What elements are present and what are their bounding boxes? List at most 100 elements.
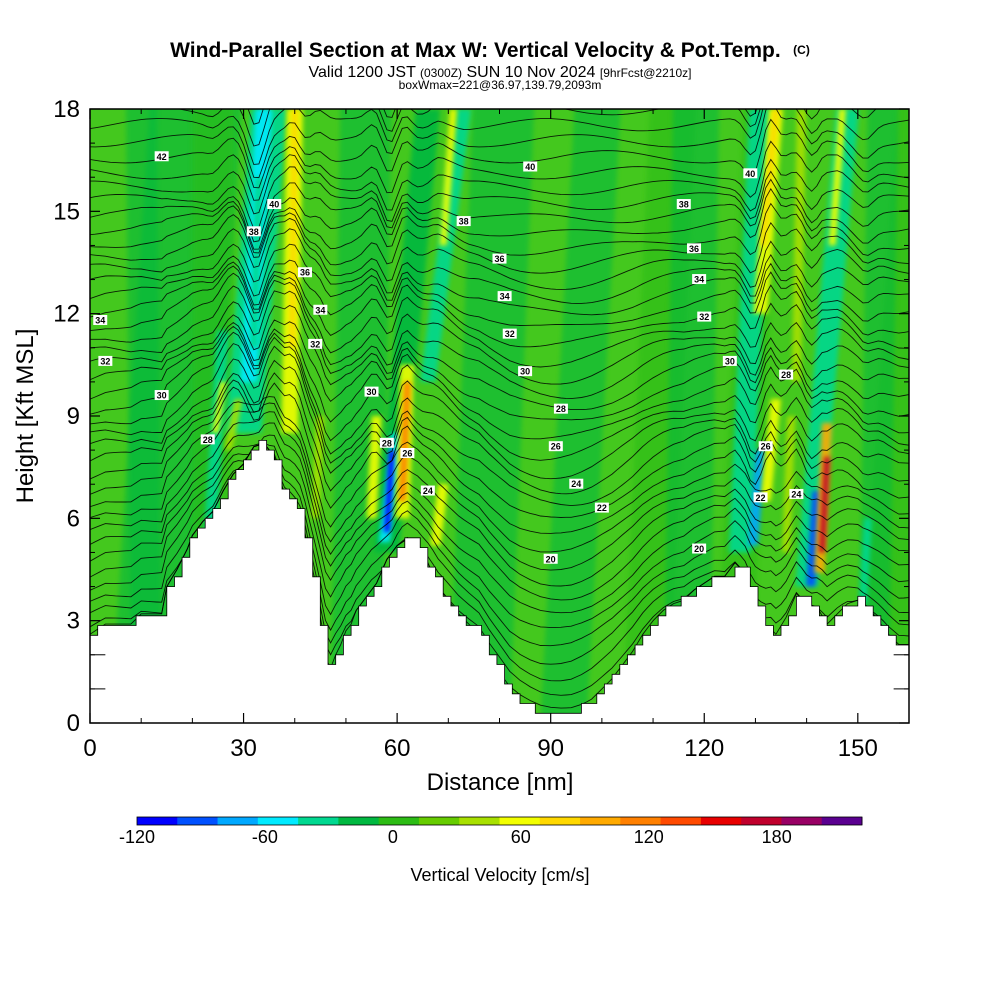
- colorbar-swatch: [539, 817, 581, 825]
- velocity-plume: [366, 416, 382, 519]
- x-axis-label: Distance [nm]: [427, 769, 574, 796]
- contour-label-text: 36: [689, 244, 699, 254]
- colorbar-swatch: [580, 817, 621, 825]
- velocity-plume: [311, 416, 325, 519]
- x-tick-label: 0: [83, 735, 96, 762]
- contour-label-text: 24: [791, 489, 801, 499]
- contour-label-box: [594, 502, 609, 513]
- contour-label: 24: [420, 485, 435, 496]
- velocity-band: [126, 109, 162, 723]
- contour-label-box: [400, 448, 415, 459]
- isentrope-line: [90, 325, 909, 440]
- contour-label: 40: [523, 161, 538, 172]
- contour-label-text: 26: [402, 449, 412, 459]
- contour-label-text: 26: [551, 442, 561, 452]
- colorbar-tick-label: 60: [511, 827, 531, 847]
- x-tick-label: 150: [838, 735, 878, 762]
- contour-label-text: 38: [249, 227, 259, 237]
- y-tick-label: 12: [53, 301, 80, 328]
- colorbar-swatch: [177, 817, 219, 825]
- isentrope-line: [90, 154, 909, 215]
- isentrope-line: [90, 272, 909, 368]
- isentrope-line: [90, 422, 909, 601]
- contour-label: 24: [789, 488, 804, 499]
- contour-label: 32: [697, 311, 712, 322]
- contour-label-box: [543, 553, 558, 564]
- isentrope-contours: [90, 109, 909, 709]
- colorbar-swatch: [459, 817, 500, 825]
- contour-labels: 42 40 40 40 38 38 38 36 36 36 34 34 34 34 32 32 32 32 30 28…: [93, 151, 804, 564]
- velocity-plume: [249, 177, 264, 348]
- contour-label: 30: [154, 390, 169, 401]
- contour-label-box: [523, 161, 538, 172]
- contour-label: 20: [692, 543, 707, 554]
- velocity-plume: [760, 109, 779, 246]
- contour-label-text: 36: [494, 254, 504, 264]
- contour-label: 32: [502, 328, 517, 339]
- colorbar-swatch: [298, 817, 339, 825]
- contour-label-text: 28: [556, 404, 566, 414]
- contour-label-box: [697, 311, 712, 322]
- isentrope-line: [90, 202, 909, 256]
- isentrope-line: [90, 178, 909, 243]
- contour-label-text: 22: [756, 493, 766, 503]
- velocity-plume: [439, 109, 458, 246]
- terrain-mask: [90, 440, 909, 723]
- contour-label-box: [692, 543, 707, 554]
- colorbar-swatch: [700, 817, 742, 825]
- isentrope-line: [90, 331, 909, 461]
- contour-label-box: [502, 328, 517, 339]
- contour-label-box: [93, 314, 108, 325]
- isentrope-line: [90, 396, 909, 553]
- contour-label-box: [518, 366, 533, 377]
- contour-label-box: [692, 274, 707, 285]
- isentrope-line: [90, 434, 909, 614]
- isentrope-line: [90, 402, 909, 571]
- contour-label-text: 20: [546, 554, 556, 564]
- contour-label-text: 36: [300, 268, 310, 278]
- contour-label: 34: [497, 291, 512, 302]
- isentrope-line: [90, 166, 909, 230]
- contour-label-box: [676, 199, 691, 210]
- contour-label-text: 24: [571, 479, 581, 489]
- contour-label: 30: [722, 355, 737, 366]
- contour-label-text: 32: [505, 329, 515, 339]
- colorbar-tick-label: 0: [388, 827, 398, 847]
- colorbar-swatch: [137, 817, 178, 825]
- plot-area: [90, 109, 909, 723]
- contour-label-box: [492, 253, 507, 264]
- colorbar-tick-label: 120: [634, 827, 664, 847]
- y-axis-label: Height [Kft MSL]: [12, 329, 39, 504]
- contour-label-box: [456, 216, 471, 227]
- velocity-plume: [430, 484, 449, 546]
- isentrope-line: [90, 382, 909, 534]
- contour-label-box: [687, 243, 702, 254]
- contour-label-box: [246, 226, 261, 237]
- isentrope-line: [90, 259, 909, 326]
- contour-label-text: 34: [694, 275, 704, 285]
- contour-label-text: 20: [694, 544, 704, 554]
- contour-label: 36: [492, 253, 507, 264]
- contour-label-text: 30: [725, 356, 735, 366]
- contour-label: 38: [676, 199, 691, 210]
- colorbar-swatch: [257, 817, 299, 825]
- contour-label-text: 40: [745, 169, 755, 179]
- x-tick-label: 120: [684, 735, 724, 762]
- contour-label-text: 42: [157, 152, 167, 162]
- isentrope-line: [90, 265, 909, 348]
- isentrope-line: [90, 279, 909, 385]
- contour-label-box: [722, 355, 737, 366]
- contour-label-text: 34: [315, 305, 325, 315]
- contour-label-box: [753, 492, 768, 503]
- contour-label-box: [743, 168, 758, 179]
- colorbar-swatch: [821, 817, 863, 825]
- contour-label: 30: [364, 386, 379, 397]
- contour-label-text: 34: [500, 292, 510, 302]
- contour-label: 20: [543, 553, 558, 564]
- colorbar-frame: [136, 816, 863, 826]
- colorbar-swatch: [418, 817, 460, 825]
- contour-label-text: 22: [597, 503, 607, 513]
- isentrope-line: [90, 188, 909, 250]
- contour-label: 32: [98, 355, 113, 366]
